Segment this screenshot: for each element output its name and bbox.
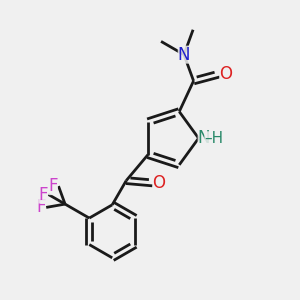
Text: O: O [153, 174, 166, 192]
Text: O: O [219, 65, 232, 83]
Text: N: N [198, 129, 210, 147]
Text: F: F [49, 177, 58, 195]
Text: N: N [178, 46, 190, 64]
Text: F: F [38, 185, 48, 203]
Text: –H: –H [204, 131, 224, 146]
Text: F: F [36, 198, 46, 216]
